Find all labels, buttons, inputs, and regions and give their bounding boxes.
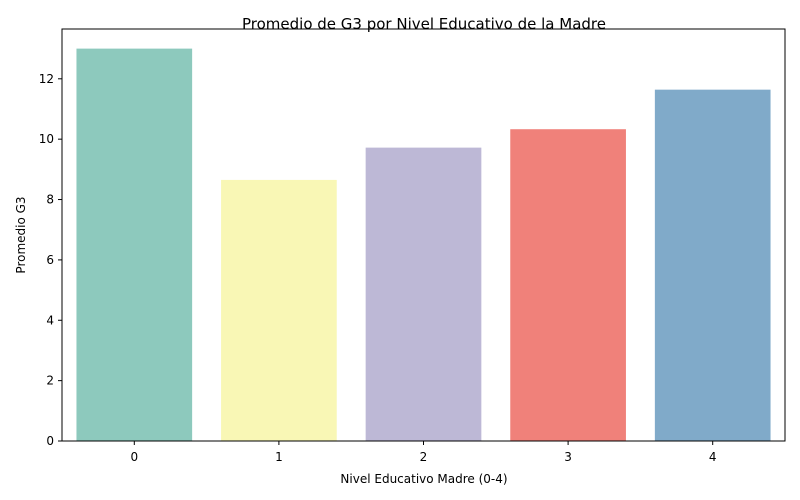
bars-group: [76, 48, 771, 442]
bar-3: [510, 129, 626, 441]
x-tick-label-0: 0: [130, 450, 138, 464]
x-tick-label-3: 3: [564, 450, 572, 464]
y-tick-label-4: 4: [46, 313, 54, 327]
y-tick-label-8: 8: [46, 193, 54, 207]
y-axis-label: Promedio G3: [14, 196, 28, 273]
plot-frame: [61, 28, 786, 442]
y-tick-label-0: 0: [46, 434, 54, 448]
bar-1: [221, 179, 337, 441]
x-tick-label-1: 1: [275, 450, 283, 464]
y-tick-label-6: 6: [46, 253, 54, 267]
x-axis-label: Nivel Educativo Madre (0-4): [340, 472, 507, 486]
bar-4: [654, 89, 771, 442]
chart-title: Promedio de G3 por Nivel Educativo de la…: [242, 15, 606, 33]
y-axis-ticks: 0 2 4 6 8 10 12: [39, 72, 62, 448]
y-tick-label-12: 12: [39, 72, 54, 86]
x-axis-ticks: 0 1 2 3 4: [130, 441, 717, 464]
bar-2: [365, 147, 482, 441]
y-tick-label-2: 2: [46, 374, 54, 388]
bar-0: [76, 48, 193, 441]
x-tick-label-4: 4: [709, 450, 717, 464]
x-tick-label-2: 2: [420, 450, 428, 464]
y-tick-label-10: 10: [39, 132, 54, 146]
